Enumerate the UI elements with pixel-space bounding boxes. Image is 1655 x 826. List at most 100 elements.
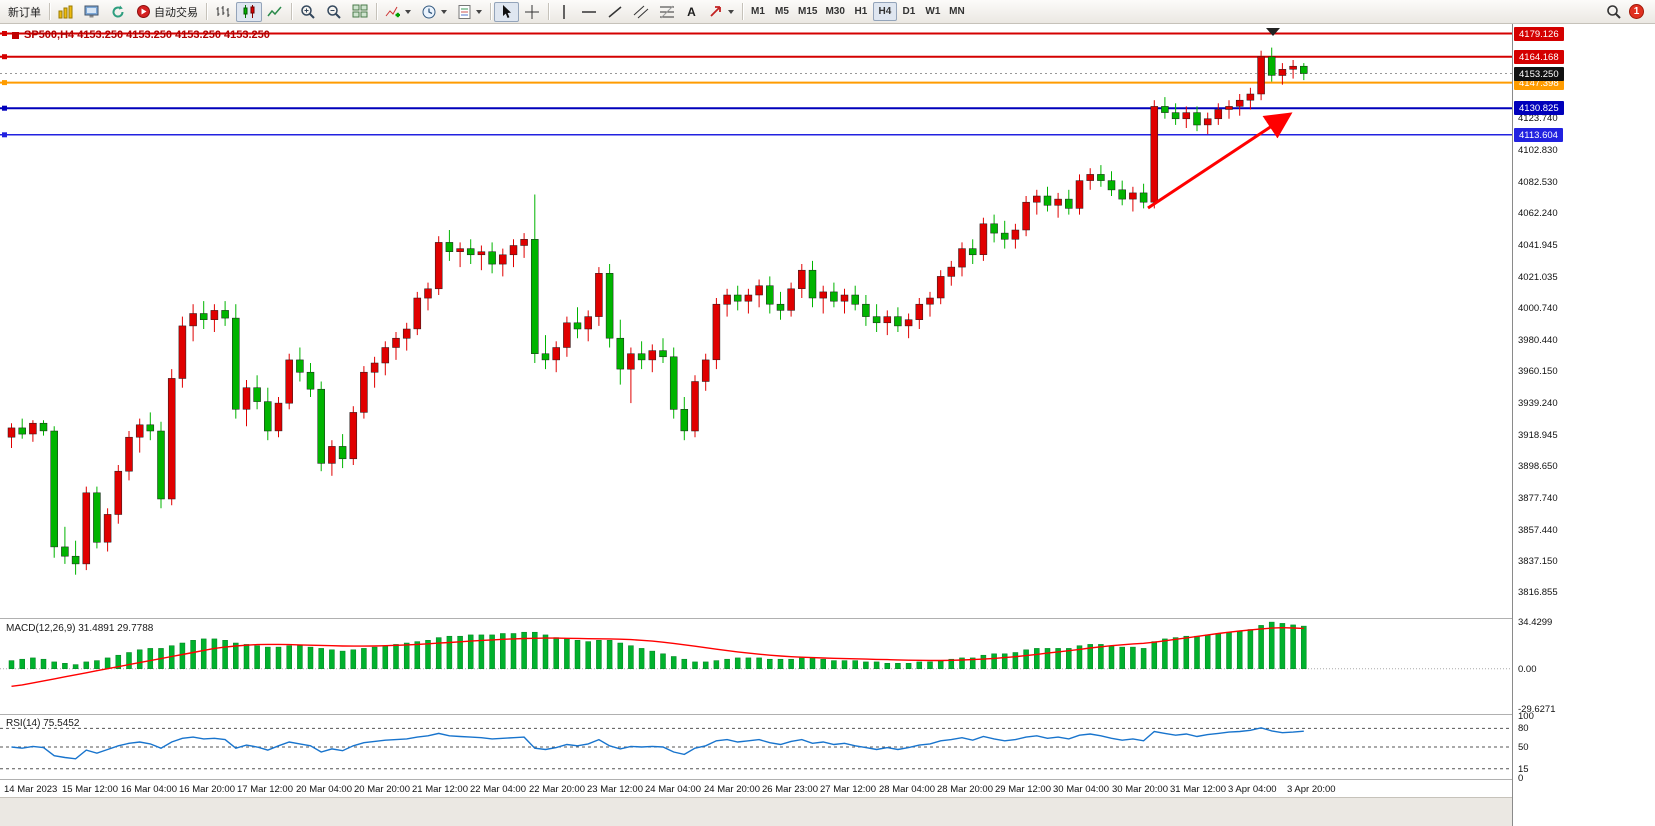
time-axis-label: 14 Mar 2023: [4, 784, 58, 795]
bar-chart-button[interactable]: [210, 2, 236, 22]
toolbar-separator: [291, 3, 292, 20]
candlestick-chart-button[interactable]: [236, 1, 262, 22]
crosshair-tool-button[interactable]: [519, 2, 545, 22]
timeframe-w1-button[interactable]: W1: [921, 2, 945, 21]
cursor-tool-button[interactable]: [494, 1, 519, 22]
rsi-line: [11, 727, 1304, 760]
timeframe-m30-button[interactable]: M30: [821, 2, 848, 21]
price-axis[interactable]: 4123.740 4102.830 4082.530 4062.240 4041.945…: [1512, 24, 1655, 826]
time-axis-label: 29 Mar 12:00: [995, 784, 1051, 795]
candlesticks: [7, 47, 1308, 575]
indicators-icon: [385, 6, 400, 18]
price-axis-label: 4102.830: [1518, 145, 1558, 156]
timeframe-m5-button[interactable]: M5: [770, 2, 794, 21]
trendline-icon: [608, 5, 622, 18]
toolbar-separator: [376, 3, 377, 20]
line-handle: [2, 80, 7, 86]
price-axis-label: 3857.440: [1518, 525, 1558, 536]
refresh-button[interactable]: [105, 2, 131, 22]
time-axis-label: 22 Mar 04:00: [470, 784, 526, 795]
vertical-line-tool-button[interactable]: [552, 2, 576, 22]
chart-window: SP500,H4 4153.250 4153.250 4153.250 4153…: [0, 24, 1655, 826]
price-axis-label: 3980.440: [1518, 335, 1558, 346]
timeframe-mn-button[interactable]: MN: [945, 2, 969, 21]
panel-divider[interactable]: [0, 714, 1655, 715]
search-icon[interactable]: [1606, 4, 1622, 20]
chart-shift-marker[interactable]: [1266, 28, 1280, 36]
auto-trading-button[interactable]: 自动交易: [131, 2, 203, 22]
timeframe-m1-button[interactable]: M1: [746, 2, 770, 21]
price-line-tag: 4179.126: [1514, 27, 1564, 41]
time-axis-label: 17 Mar 12:00: [237, 784, 293, 795]
gold-chart-icon: [58, 5, 73, 18]
auto-trading-label: 自动交易: [154, 6, 198, 19]
arrows-tool-button[interactable]: [703, 2, 739, 22]
line-handle: [2, 132, 7, 138]
timeframe-h4-button[interactable]: H4: [872, 2, 897, 21]
text-tool-button[interactable]: A: [680, 2, 703, 22]
rsi-axis-label: 50: [1518, 742, 1529, 753]
time-axis-label: 22 Mar 20:00: [529, 784, 585, 795]
line-chart-button[interactable]: [262, 2, 288, 22]
toolbar-separator: [206, 3, 207, 20]
zoom-out-icon: [327, 4, 341, 19]
zoom-out-button[interactable]: [321, 2, 347, 22]
new-order-button[interactable]: 新订单: [3, 2, 46, 22]
cursor-icon: [503, 4, 511, 18]
crosshair-icon: [525, 4, 539, 19]
chevron-down-icon: [728, 9, 734, 14]
profiles-button[interactable]: [79, 2, 105, 22]
time-axis-label: 3 Apr 20:00: [1287, 784, 1336, 795]
price-axis-label: 3898.650: [1518, 461, 1558, 472]
timeframe-m15-button[interactable]: M15: [794, 2, 821, 21]
refresh-icon: [112, 5, 124, 18]
macd-axis-label: -29.6271: [1518, 704, 1556, 715]
fibonacci-tool-button[interactable]: [654, 2, 680, 22]
chevron-down-icon: [441, 9, 447, 14]
channel-tool-button[interactable]: [628, 2, 654, 22]
rsi-axis-label: 80: [1518, 723, 1529, 734]
rsi-panel[interactable]: [0, 716, 1512, 778]
toolbar-separator: [49, 3, 50, 20]
rsi-label: RSI(14) 75.5452: [6, 718, 80, 729]
notifications-badge[interactable]: 1: [1629, 4, 1644, 19]
timeframe-h1-button[interactable]: H1: [849, 2, 873, 21]
bid-price-tag: 4153.250: [1514, 67, 1564, 81]
chevron-down-icon: [405, 9, 411, 14]
panel-divider: [0, 779, 1655, 780]
trend-arrow[interactable]: [1147, 112, 1293, 210]
time-axis-label: 26 Mar 23:00: [762, 784, 818, 795]
clock-icon: [422, 5, 436, 18]
line-handle: [2, 105, 7, 111]
zoom-in-button[interactable]: [295, 2, 321, 22]
time-axis[interactable]: 14 Mar 2023 15 Mar 12:00 16 Mar 04:00 16 Ma…: [0, 781, 1512, 797]
chevron-down-icon: [476, 9, 482, 14]
toolbar-separator: [490, 3, 491, 20]
chart-symbol-icon: [12, 31, 19, 39]
bar-chart-icon: [216, 6, 230, 17]
template-icon: [458, 4, 471, 19]
price-axis-label: 4021.035: [1518, 272, 1558, 283]
timeframe-d1-button[interactable]: D1: [897, 2, 921, 21]
trendline-tool-button[interactable]: [602, 2, 628, 22]
fibonacci-icon: [660, 5, 674, 18]
periods-button[interactable]: [416, 2, 452, 22]
indicators-button[interactable]: [380, 2, 416, 22]
macd-panel[interactable]: [0, 620, 1512, 712]
horizontal-line-tool-button[interactable]: [576, 2, 602, 22]
price-axis-label: 3939.240: [1518, 398, 1558, 409]
tile-windows-button[interactable]: [347, 2, 373, 22]
price-line-tag: 4130.825: [1514, 101, 1564, 115]
templates-button[interactable]: [452, 2, 487, 22]
panel-divider[interactable]: [0, 618, 1655, 619]
tile-windows-icon: [352, 4, 368, 18]
auto-trading-icon: [137, 5, 150, 18]
macd-signal-line: [11, 626, 1304, 687]
time-axis-label: 15 Mar 12:00: [62, 784, 118, 795]
new-chart-button[interactable]: [53, 2, 79, 22]
main-price-chart[interactable]: [0, 26, 1512, 618]
line-handle: [2, 31, 7, 36]
monitor-icon: [84, 5, 99, 18]
arrow-tool-icon: [710, 6, 721, 17]
price-axis-label: 3877.740: [1518, 493, 1558, 504]
